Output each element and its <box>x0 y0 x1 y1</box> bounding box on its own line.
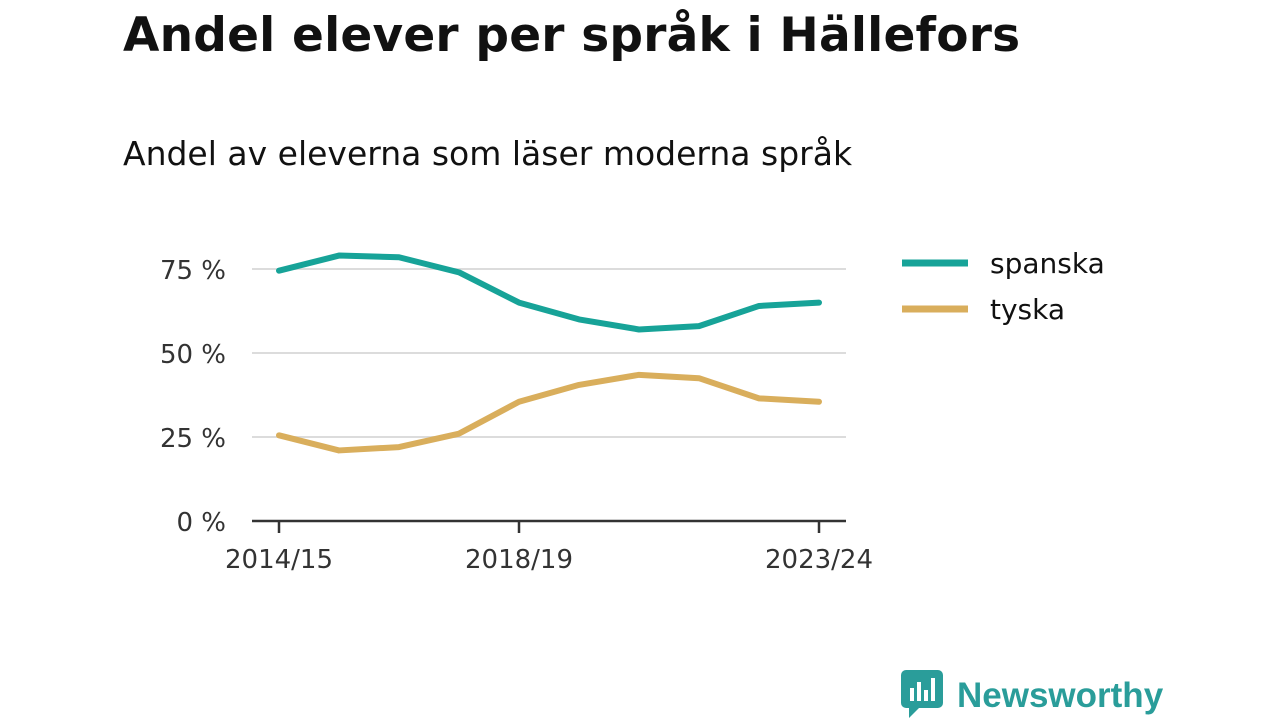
series-line-spanska <box>276 252 822 333</box>
y-axis-labels: 0 % 25 % 50 % 75 % <box>160 256 226 538</box>
chart-subtitle: Andel av eleverna som läser moderna språ… <box>123 134 853 173</box>
x-tick-label: 2023/24 <box>765 545 873 575</box>
page-title: Andel elever per språk i Hällefors <box>123 8 1021 63</box>
y-tick-label: 25 % <box>160 424 226 454</box>
y-tick-label: 75 % <box>160 256 226 286</box>
x-axis: 2014/15 2018/19 2023/24 <box>225 519 873 575</box>
brand-name: Newsworthy <box>957 676 1164 715</box>
legend: spanska tyska <box>902 247 1105 326</box>
legend-label-spanska: spanska <box>990 247 1105 280</box>
x-tick-label: 2018/19 <box>465 545 573 575</box>
brand-logo: Newsworthy <box>901 670 1163 722</box>
bar-chart-bubble-icon <box>901 670 943 722</box>
y-tick-label: 0 % <box>176 508 226 538</box>
legend-label-tyska: tyska <box>990 293 1065 326</box>
x-tick-label: 2014/15 <box>225 545 333 575</box>
grid-lines <box>252 268 846 438</box>
y-tick-label: 50 % <box>160 340 226 370</box>
series-lines <box>276 252 822 454</box>
series-line-tyska <box>276 371 822 454</box>
